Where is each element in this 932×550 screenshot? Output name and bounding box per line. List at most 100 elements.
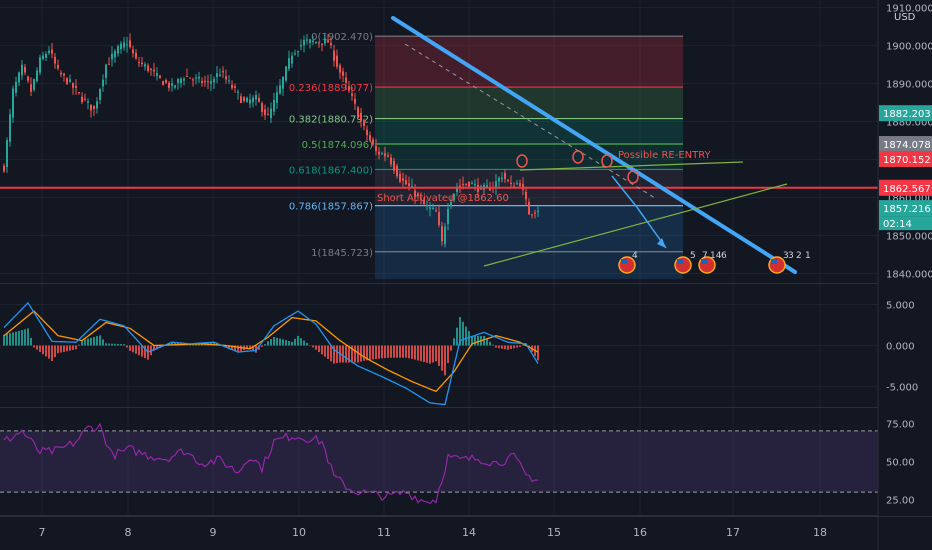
- macd-histogram-bar: [477, 335, 479, 346]
- candle-body: [462, 183, 464, 185]
- candle-body: [117, 46, 119, 54]
- macd-histogram-bar: [231, 345, 233, 350]
- countdown-bg: [879, 216, 932, 231]
- macd-histogram-bar: [471, 335, 473, 346]
- candle-body: [132, 49, 134, 54]
- macd-tick-2: -5.000: [886, 383, 918, 394]
- candle-body: [228, 80, 230, 82]
- price-label-bg-0: [879, 105, 932, 122]
- candle-body: [327, 40, 329, 43]
- macd-histogram-bar: [393, 345, 395, 358]
- macd-histogram-bar: [81, 340, 83, 346]
- candle-body: [270, 108, 272, 119]
- candle-body: [195, 77, 197, 79]
- macd-histogram-bar: [3, 334, 5, 346]
- candle-body: [12, 88, 14, 118]
- candle-body: [96, 101, 98, 109]
- candle-body: [471, 182, 473, 184]
- candle-body: [3, 165, 5, 172]
- macd-histogram-bar: [447, 345, 449, 363]
- macd-histogram-bar: [51, 345, 53, 361]
- macd-histogram-bar: [318, 345, 320, 353]
- macd-histogram-bar: [246, 345, 248, 350]
- macd-histogram-bar: [90, 337, 92, 346]
- candle-body: [420, 198, 422, 200]
- macd-histogram-bar: [468, 331, 470, 346]
- candle-body: [381, 153, 383, 155]
- candle-body: [189, 77, 191, 79]
- macd-histogram-bar: [492, 344, 494, 346]
- candle-body: [318, 42, 320, 44]
- macd-histogram-bar: [291, 341, 293, 346]
- macd-histogram-bar: [27, 328, 29, 346]
- macd-histogram-bar: [264, 344, 266, 346]
- event-count-3: 14: [710, 251, 722, 261]
- candle-body: [207, 81, 209, 83]
- countdown-label: 02:14: [883, 219, 912, 230]
- price-tick-5: 1890.000: [886, 80, 932, 91]
- fib-label-0.5: 0.5(1874.096): [302, 140, 374, 151]
- candle-body: [387, 155, 389, 157]
- macd-histogram-bar: [312, 345, 314, 348]
- candle-body: [405, 179, 407, 185]
- candle-body: [366, 129, 368, 136]
- candle-body: [237, 91, 239, 93]
- candle-body: [339, 65, 341, 73]
- macd-histogram-bar: [18, 330, 20, 346]
- candle-body: [450, 202, 452, 206]
- price-tick-4: 1880.000: [886, 118, 932, 129]
- fib-zone-2: [375, 118, 683, 144]
- macd-histogram-bar: [297, 335, 299, 346]
- candle-body: [171, 83, 173, 86]
- price-tick-0: 1840.000: [886, 270, 932, 281]
- macd-histogram-bar: [363, 345, 365, 361]
- candle-body: [276, 92, 278, 103]
- candle-body: [81, 96, 83, 103]
- macd-histogram-bar: [141, 345, 143, 357]
- candle-body: [9, 114, 11, 142]
- macd-histogram-bar: [105, 343, 107, 346]
- candle-body: [105, 64, 107, 78]
- macd-histogram-bar: [459, 317, 461, 346]
- macd-histogram-bar: [144, 345, 146, 359]
- macd-histogram-bar: [483, 335, 485, 346]
- macd-histogram-bar: [342, 345, 344, 363]
- macd-histogram-bar: [99, 335, 101, 346]
- price-label-4: 1857.216: [883, 204, 931, 215]
- price-labels: 1882.203 1874.078 1870.152 1862.567 1857.216…: [879, 105, 932, 231]
- macd-histogram-bar: [69, 345, 71, 351]
- candle-body: [63, 73, 65, 76]
- candle-body: [288, 58, 290, 69]
- macd-histogram-bar: [465, 326, 467, 346]
- macd-histogram-bar: [252, 345, 254, 351]
- candle-body: [444, 226, 446, 245]
- candle-body: [87, 101, 89, 103]
- candle-body: [321, 43, 323, 45]
- candle-body: [174, 85, 176, 88]
- macd-histogram-bar: [507, 345, 509, 350]
- drawings[interactable]: Possible RE-ENTRY Short Activated @1862.6…: [0, 16, 878, 274]
- candle-body: [21, 64, 23, 76]
- time-tick-0: 7: [39, 526, 46, 539]
- macd-histogram-bar: [282, 339, 284, 346]
- macd-histogram-bar: [330, 345, 332, 362]
- candle-body: [225, 76, 227, 80]
- macd-histogram-bar: [288, 340, 290, 346]
- candle-body: [306, 39, 308, 41]
- candle-body: [528, 201, 530, 215]
- macd-histogram-bar: [378, 345, 380, 359]
- macd-histogram-bar: [66, 345, 68, 352]
- candle-body: [261, 103, 263, 113]
- macd-histogram-bar: [78, 344, 80, 346]
- macd-tick-1: 0.000: [886, 342, 915, 353]
- candle-body: [186, 76, 188, 78]
- candle-body: [135, 52, 137, 59]
- macd-histogram-bar: [9, 333, 11, 346]
- candle-body: [129, 40, 131, 48]
- reentry-annotation: Possible RE-ENTRY: [618, 150, 712, 161]
- macd-histogram-bar: [429, 345, 431, 364]
- price-label-2: 1870.152: [883, 155, 931, 166]
- macd-histogram-bar: [120, 344, 122, 346]
- macd-histogram-bar: [39, 345, 41, 352]
